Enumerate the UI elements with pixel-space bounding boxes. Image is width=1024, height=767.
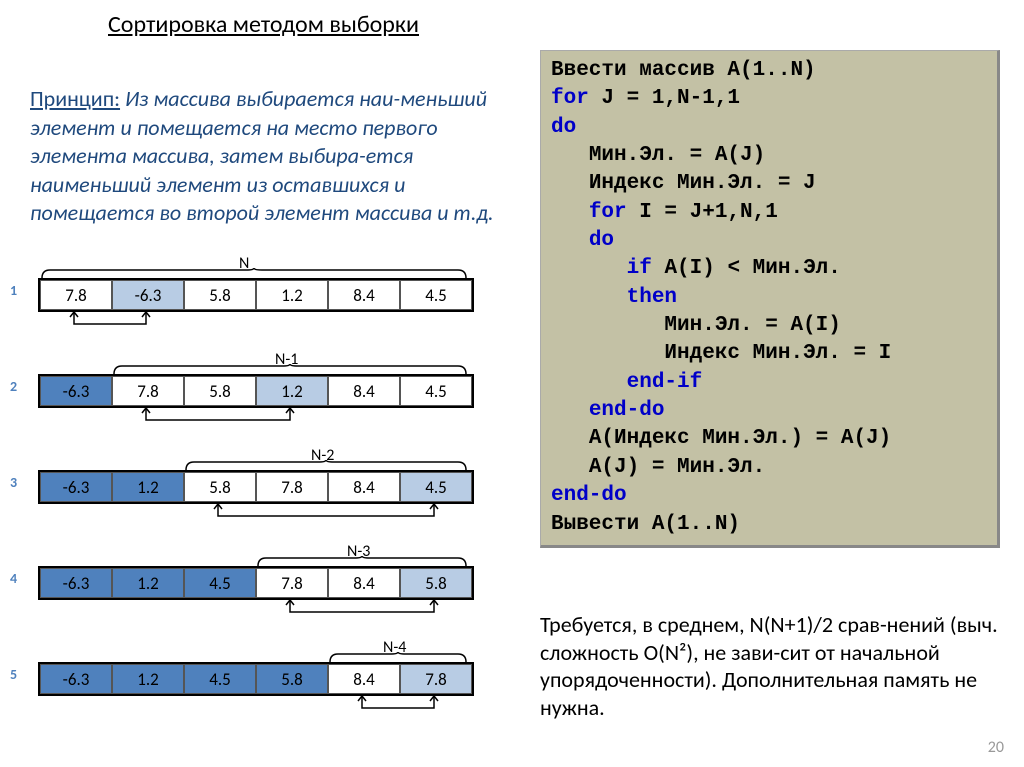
array-cell: 5.8 [184, 472, 256, 502]
step-number: 2 [10, 378, 17, 395]
array-cell: -6.3 [40, 472, 112, 502]
complexity-text: Требуется, в среднем, N(N+1)/2 срав-нени… [540, 611, 1000, 721]
array-step: N-34-6.31.24.57.88.45.8 [30, 548, 520, 606]
array-cell: 4.5 [400, 376, 472, 406]
principle-label: Принцип: [30, 85, 120, 112]
arrays-area: N17.8-6.35.81.28.44.5 N-12-6.37.85.81.28.… [30, 260, 520, 740]
array-cell: 7.8 [400, 664, 472, 694]
array-cell: 1.2 [112, 664, 184, 694]
code-token: J = 1,N-1,1 [589, 87, 740, 110]
step-number: 4 [10, 570, 17, 587]
code-token: A(Индекс Мин.Эл.) = A(J) [589, 427, 891, 450]
array-row: -6.31.24.55.88.47.8 [38, 662, 474, 696]
array-cell: 5.8 [400, 568, 472, 598]
code-token: end-if [627, 371, 703, 394]
code-line: end-do [551, 482, 987, 510]
array-cell: -6.3 [112, 280, 184, 310]
code-token: if [627, 257, 652, 280]
code-token: A(J) = Мин.Эл. [589, 456, 765, 479]
array-cell: 5.8 [184, 280, 256, 310]
code-line: A(J) = Мин.Эл. [551, 454, 987, 482]
code-block: Ввести массив A(1..N) for J = 1,N-1,1 do М… [540, 50, 1000, 548]
code-token: for [589, 201, 627, 224]
code-token: I = J+1,N,1 [627, 201, 778, 224]
step-number: 5 [10, 666, 17, 683]
array-cell: 4.5 [400, 280, 472, 310]
array-cell: 5.8 [256, 664, 328, 694]
step-number: 3 [10, 474, 17, 491]
code-token: end-do [551, 484, 627, 507]
code-line: Индекс Мин.Эл. = I [551, 340, 987, 368]
principle-block: Принцип: Из массива выбирается наи-меньш… [30, 85, 510, 228]
code-line: for J = 1,N-1,1 [551, 85, 987, 113]
array-cell: 4.5 [184, 664, 256, 694]
array-cell: 7.8 [256, 472, 328, 502]
code-token: then [627, 286, 677, 309]
array-cell: 7.8 [40, 280, 112, 310]
array-cell: 1.2 [112, 568, 184, 598]
array-cell: 1.2 [112, 472, 184, 502]
page-number: 20 [988, 738, 1004, 757]
array-cell: 4.5 [400, 472, 472, 502]
array-cell: 1.2 [256, 376, 328, 406]
array-row: -6.31.24.57.88.45.8 [38, 566, 474, 600]
array-row: -6.37.85.81.28.44.5 [38, 374, 474, 408]
code-line: Вывести A(1..N) [551, 511, 987, 539]
array-row: -6.31.25.87.88.44.5 [38, 470, 474, 504]
code-line: end-do [551, 397, 987, 425]
code-token: do [551, 116, 576, 139]
array-cell: 8.4 [328, 568, 400, 598]
array-cell: 7.8 [256, 568, 328, 598]
code-line: A(Индекс Мин.Эл.) = A(J) [551, 425, 987, 453]
array-step: N-23-6.31.25.87.88.44.5 [30, 452, 520, 510]
array-cell: 8.4 [328, 664, 400, 694]
array-cell: 8.4 [328, 280, 400, 310]
array-cell: -6.3 [40, 664, 112, 694]
array-step: N-12-6.37.85.81.28.44.5 [30, 356, 520, 414]
code-line: do [551, 227, 987, 255]
array-cell: 5.8 [184, 376, 256, 406]
code-token: Индекс Мин.Эл. = J [589, 172, 816, 195]
array-cell: -6.3 [40, 568, 112, 598]
array-cell: 4.5 [184, 568, 256, 598]
step-number: 1 [10, 282, 17, 299]
array-cell: 8.4 [328, 472, 400, 502]
code-token: A(I) < Мин.Эл. [652, 257, 841, 280]
array-cell: 7.8 [112, 376, 184, 406]
code-token: Ввести массив A(1..N) [551, 59, 816, 82]
array-step: N-45-6.31.24.55.88.47.8 [30, 644, 520, 702]
code-token: Мин.Эл. = A(J) [589, 144, 765, 167]
array-cell: -6.3 [40, 376, 112, 406]
code-line: Мин.Эл. = A(I) [551, 312, 987, 340]
code-token: Индекс Мин.Эл. = I [664, 342, 891, 365]
code-token: do [589, 229, 614, 252]
page-title: Сортировка методом выборки [108, 10, 419, 39]
code-line: for I = J+1,N,1 [551, 199, 987, 227]
code-line: do [551, 114, 987, 142]
code-token: end-do [589, 399, 665, 422]
code-line: Мин.Эл. = A(J) [551, 142, 987, 170]
code-token: Мин.Эл. = A(I) [664, 314, 840, 337]
code-line: then [551, 284, 987, 312]
code-line: Индекс Мин.Эл. = J [551, 170, 987, 198]
code-line: Ввести массив A(1..N) [551, 57, 987, 85]
code-line: if A(I) < Мин.Эл. [551, 255, 987, 283]
array-cell: 1.2 [256, 280, 328, 310]
array-row: 7.8-6.35.81.28.44.5 [38, 278, 474, 312]
array-cell: 8.4 [328, 376, 400, 406]
code-token: for [551, 87, 589, 110]
code-token: Вывести A(1..N) [551, 513, 740, 536]
array-step: N17.8-6.35.81.28.44.5 [30, 260, 520, 318]
code-line: end-if [551, 369, 987, 397]
